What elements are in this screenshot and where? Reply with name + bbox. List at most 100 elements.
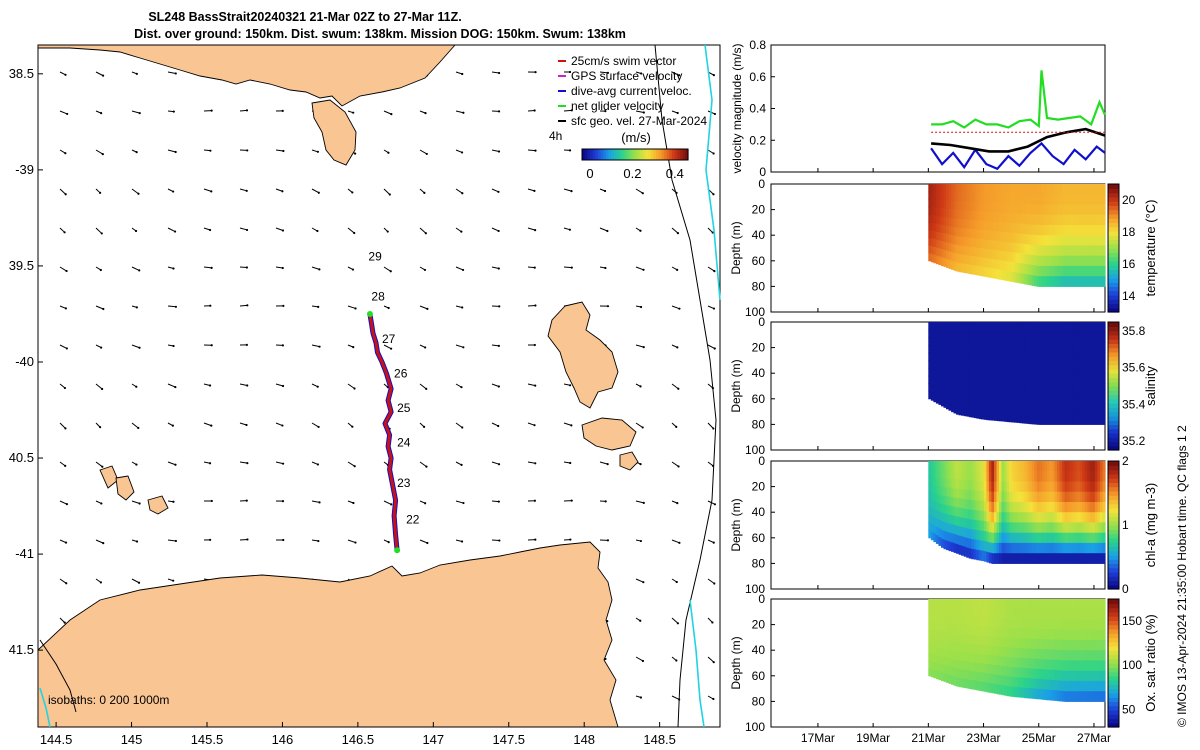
profile-cell (1102, 640, 1106, 651)
legend-label: GPS surface velocity (571, 69, 682, 83)
profile-cell (956, 192, 960, 202)
profile-cell (973, 193, 977, 203)
profile-cell (961, 350, 965, 360)
profile-cell (988, 361, 992, 372)
profile-cell (1016, 628, 1020, 639)
velocity-arrow-head (281, 500, 285, 503)
profile-cell (1019, 628, 1023, 639)
colorbar-cell (1108, 184, 1119, 189)
colorbar-cell (1108, 188, 1119, 194)
profile-cell (1062, 322, 1066, 333)
profile-cell (948, 496, 952, 507)
velocity-arrow-head (172, 110, 175, 113)
profile-cell (1026, 372, 1030, 384)
velocity-arrow (167, 383, 176, 388)
profile-cell (1019, 512, 1023, 523)
series-net-glider-velocity (931, 70, 1107, 129)
map-y-tick-label: 41.5 (9, 642, 34, 657)
velocity-arrow-head (569, 461, 572, 465)
profile-cell (1102, 204, 1106, 216)
profile-cell (951, 497, 955, 507)
profile-cell (1054, 225, 1058, 236)
profile-cell (981, 608, 985, 618)
velocity-arrow-head (461, 192, 464, 195)
profile-cell (1011, 542, 1015, 554)
velocity-arrow-head (676, 232, 680, 235)
profile-cell (1084, 245, 1088, 257)
velocity-arrow-head (639, 463, 642, 466)
profile-cell (1057, 599, 1061, 610)
profile-cell (1011, 686, 1015, 697)
colorbar-cell (600, 149, 604, 160)
profile-cell (1074, 680, 1078, 692)
profile-cell (1029, 648, 1033, 659)
depth-y-label: Depth (m) (729, 636, 743, 689)
profile-cell (1036, 265, 1040, 277)
profile-cell (966, 643, 970, 653)
profile-cell (1064, 670, 1068, 682)
profile-cell (988, 664, 992, 675)
profile-cell (1024, 687, 1028, 699)
profile-cell (938, 461, 942, 470)
profile-cell (1084, 342, 1088, 354)
velocity-arrow-head (354, 307, 357, 310)
velocity-arrow (239, 383, 248, 386)
profile-cell (1067, 619, 1071, 631)
profile-cell (1044, 204, 1048, 216)
profile-cell (1094, 383, 1098, 395)
profile-cell (988, 341, 992, 352)
profile-cell (935, 362, 939, 372)
profile-cell (971, 662, 975, 672)
profile-cell (943, 390, 947, 400)
profile-cell (1047, 383, 1051, 395)
profile-cell (1084, 403, 1088, 415)
profile-cell (1052, 383, 1056, 395)
profile-cell (1016, 392, 1020, 403)
velocity-arrow-head (172, 579, 175, 582)
velocity-arrow-head (570, 266, 573, 269)
profile-cell (928, 352, 932, 361)
profile-cell (963, 527, 967, 538)
profile-cell (1016, 667, 1020, 678)
profile-cell (1041, 471, 1045, 482)
profile-cell (1069, 352, 1073, 364)
profile-cell (991, 259, 995, 269)
profile-cell (946, 365, 950, 375)
profile-cell (1074, 225, 1078, 236)
profile-cell (1067, 225, 1071, 236)
profile-cell (1014, 322, 1018, 333)
profile-cell (1054, 491, 1058, 503)
profile-cell (946, 523, 950, 533)
profile-cell (1054, 322, 1058, 333)
profile-cell (1069, 194, 1073, 205)
colorbar-cell (589, 149, 594, 160)
colorbar-cell (1108, 398, 1119, 404)
profile-cell (946, 382, 950, 392)
colorbar-cell (1108, 299, 1119, 305)
profile-cell (976, 265, 980, 276)
profile-cell (1004, 391, 1008, 402)
profile-cell (956, 377, 960, 388)
profile-cell (1009, 686, 1013, 697)
profile-cell (1024, 553, 1028, 564)
profile-cell (971, 211, 975, 221)
profile-cell (963, 669, 967, 680)
profile-cell (930, 516, 934, 525)
legend-side-label: 4h (549, 129, 562, 143)
profile-cell (1021, 542, 1025, 554)
colorbar-cell (1108, 303, 1119, 309)
profile-cell (1014, 213, 1018, 224)
velocity-arrow-head (639, 539, 643, 543)
profile-cell (1072, 660, 1076, 672)
profile-cell (1072, 481, 1076, 493)
velocity-arrow (671, 695, 680, 700)
profile-cell (1011, 382, 1015, 393)
profile-cell (1079, 373, 1083, 384)
profile-cell (1059, 225, 1063, 236)
profile-cell (1036, 194, 1040, 205)
profile-cell (935, 469, 939, 478)
profile-cell (988, 501, 992, 513)
profile-cell (1089, 214, 1093, 226)
profile-cell (1054, 204, 1058, 216)
profile-cell (986, 673, 990, 684)
